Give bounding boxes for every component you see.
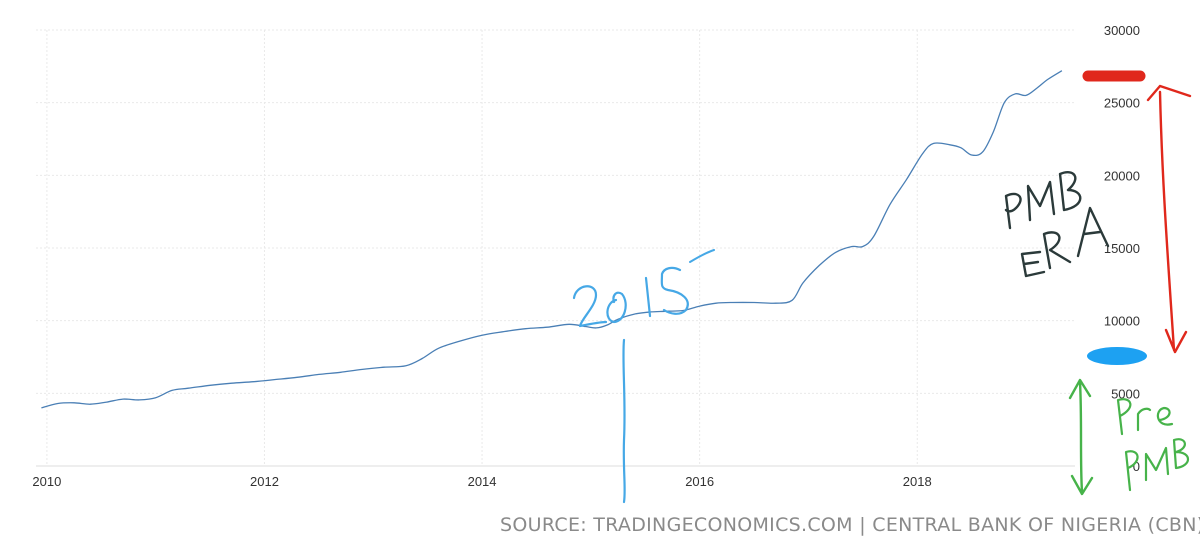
y-tick-label: 30000 bbox=[1104, 23, 1140, 38]
x-tick-label: 2016 bbox=[685, 474, 714, 489]
handwritten-2015-underline bbox=[689, 249, 715, 263]
blue-2015-level-marker bbox=[1087, 347, 1147, 365]
y-tick-label: 15000 bbox=[1104, 241, 1140, 256]
handwritten-pmb-letters bbox=[1004, 171, 1082, 230]
x-tick-label: 2018 bbox=[903, 474, 932, 489]
x-tick-label: 2012 bbox=[250, 474, 279, 489]
x-tick-label: 2014 bbox=[468, 474, 497, 489]
series-line bbox=[41, 70, 1063, 409]
chart-grid bbox=[36, 29, 1075, 467]
source-caption: SOURCE: TRADINGECONOMICS.COM | CENTRAL B… bbox=[500, 514, 1200, 536]
handwritten-pmb-green-letters bbox=[1124, 438, 1190, 492]
year-2015-marker-line bbox=[622, 338, 626, 504]
annotation-pmb-era bbox=[1004, 70, 1192, 354]
chart-series bbox=[41, 70, 1063, 409]
y-tick-label: 20000 bbox=[1104, 168, 1140, 183]
x-tick-label: 2010 bbox=[32, 474, 61, 489]
y-tick-label: 10000 bbox=[1104, 314, 1140, 329]
annotation-pre-pmb bbox=[1068, 347, 1190, 496]
handwritten-era-letters bbox=[1020, 206, 1110, 278]
red-double-arrow bbox=[1146, 84, 1192, 354]
annotation-2015 bbox=[572, 249, 715, 504]
x-axis-ticks: 2010 2012 2014 2016 2018 bbox=[32, 474, 931, 489]
handwritten-pre-letters bbox=[1116, 398, 1174, 436]
green-double-arrow bbox=[1068, 378, 1094, 496]
y-tick-label: 5000 bbox=[1111, 386, 1140, 401]
y-axis-ticks: 0 5000 10000 15000 20000 25000 30000 bbox=[1104, 23, 1140, 474]
y-tick-label: 25000 bbox=[1104, 96, 1140, 111]
y-tick-label: 0 bbox=[1133, 459, 1140, 474]
handwritten-2015-digits bbox=[572, 266, 689, 328]
